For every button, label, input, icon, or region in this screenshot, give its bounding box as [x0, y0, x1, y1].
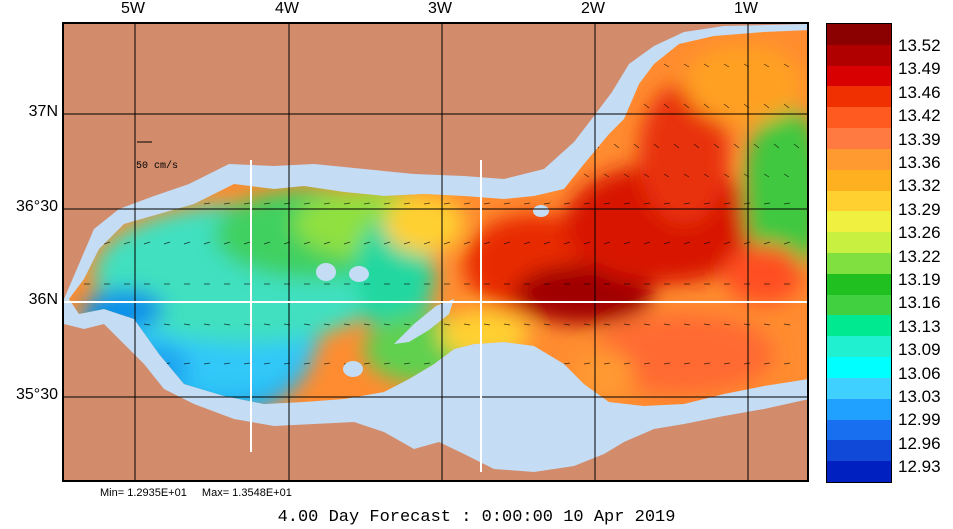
colorbar-label: 13.36 [898, 153, 941, 172]
colorbar-label: 13.42 [898, 106, 941, 126]
colorbar-swatch [827, 169, 891, 192]
colorbar-swatch [827, 24, 891, 46]
colorbar-swatch [827, 253, 891, 275]
sea-temperature-map [64, 24, 807, 480]
colorbar-label: 13.22 [898, 246, 941, 266]
forecast-caption: 4.00 Day Forecast : 0:00:00 10 Apr 2019 [277, 508, 676, 527]
lat-label-36-30: 36°30 [16, 198, 58, 215]
lon-label-4w: 4W [275, 0, 299, 17]
shoal [533, 205, 549, 217]
colorbar-label: 13.49 [898, 59, 941, 79]
alboran-shelf [394, 299, 454, 344]
colorbar-label: 13.09 [898, 340, 941, 360]
max-value: Max= 1.3548E+01 [201, 487, 292, 499]
colorbar-label: 13.46 [898, 82, 941, 102]
scale-label: 50 cm/s [136, 161, 179, 172]
colorbar-label: 13.29 [898, 199, 941, 219]
min-max-readout: Min= 1.2935E+01 Max= 1.3548E+01 [100, 487, 304, 499]
shoal [316, 263, 336, 281]
lon-label-1w: 1W [734, 0, 758, 17]
colorbar [826, 23, 892, 483]
map-panel[interactable]: 50 cm/s [62, 22, 809, 482]
colorbar-swatch [827, 86, 891, 108]
graticule [64, 24, 807, 480]
lat-label-37n: 37N [28, 103, 58, 120]
colorbar-label: 12.96 [898, 433, 941, 453]
colorbar-label: 13.19 [898, 270, 941, 289]
colorbar-swatch [827, 398, 891, 421]
colorbar-swatch [827, 65, 891, 87]
lon-label-5w: 5W [121, 0, 145, 17]
colorbar-swatch [827, 294, 891, 316]
colorbar-swatch [827, 190, 891, 212]
shoal [343, 361, 363, 377]
colorbar-label: 12.93 [898, 457, 941, 477]
colorbar-label: 13.16 [898, 293, 941, 313]
colorbar-swatch [827, 44, 891, 67]
colorbar-swatch [827, 232, 891, 254]
colorbar-swatch [827, 107, 891, 129]
colorbar-swatch [827, 273, 891, 296]
lon-label-3w: 3W [428, 0, 452, 17]
colorbar-swatch [827, 336, 891, 358]
min-value: Min= 1.2935E+01 [100, 487, 187, 499]
colorbar-label: 13.39 [898, 129, 941, 149]
colorbar-swatch [827, 440, 891, 462]
lon-label-2w: 2W [581, 0, 605, 17]
colorbar-swatch [827, 148, 891, 171]
lat-label-36n: 36N [28, 291, 58, 308]
section-lines [64, 160, 807, 472]
colorbar-swatch [827, 128, 891, 150]
colorbar-swatch [827, 377, 891, 400]
colorbar-label: 13.06 [898, 363, 941, 383]
colorbar-label: 13.13 [898, 316, 941, 336]
colorbar-swatch [827, 357, 891, 379]
colorbar-swatch [827, 461, 891, 483]
colorbar-swatch [827, 211, 891, 233]
colorbar-label: 13.03 [898, 387, 941, 406]
colorbar-label: 12.99 [898, 410, 941, 430]
shoal [349, 266, 369, 282]
colorbar-label: 13.26 [898, 223, 941, 243]
lat-label-35-30: 35°30 [16, 386, 58, 403]
colorbar-swatch [827, 419, 891, 441]
colorbar-label: 13.32 [898, 176, 941, 196]
colorbar-label: 13.52 [898, 36, 941, 55]
colorbar-swatch [827, 315, 891, 337]
